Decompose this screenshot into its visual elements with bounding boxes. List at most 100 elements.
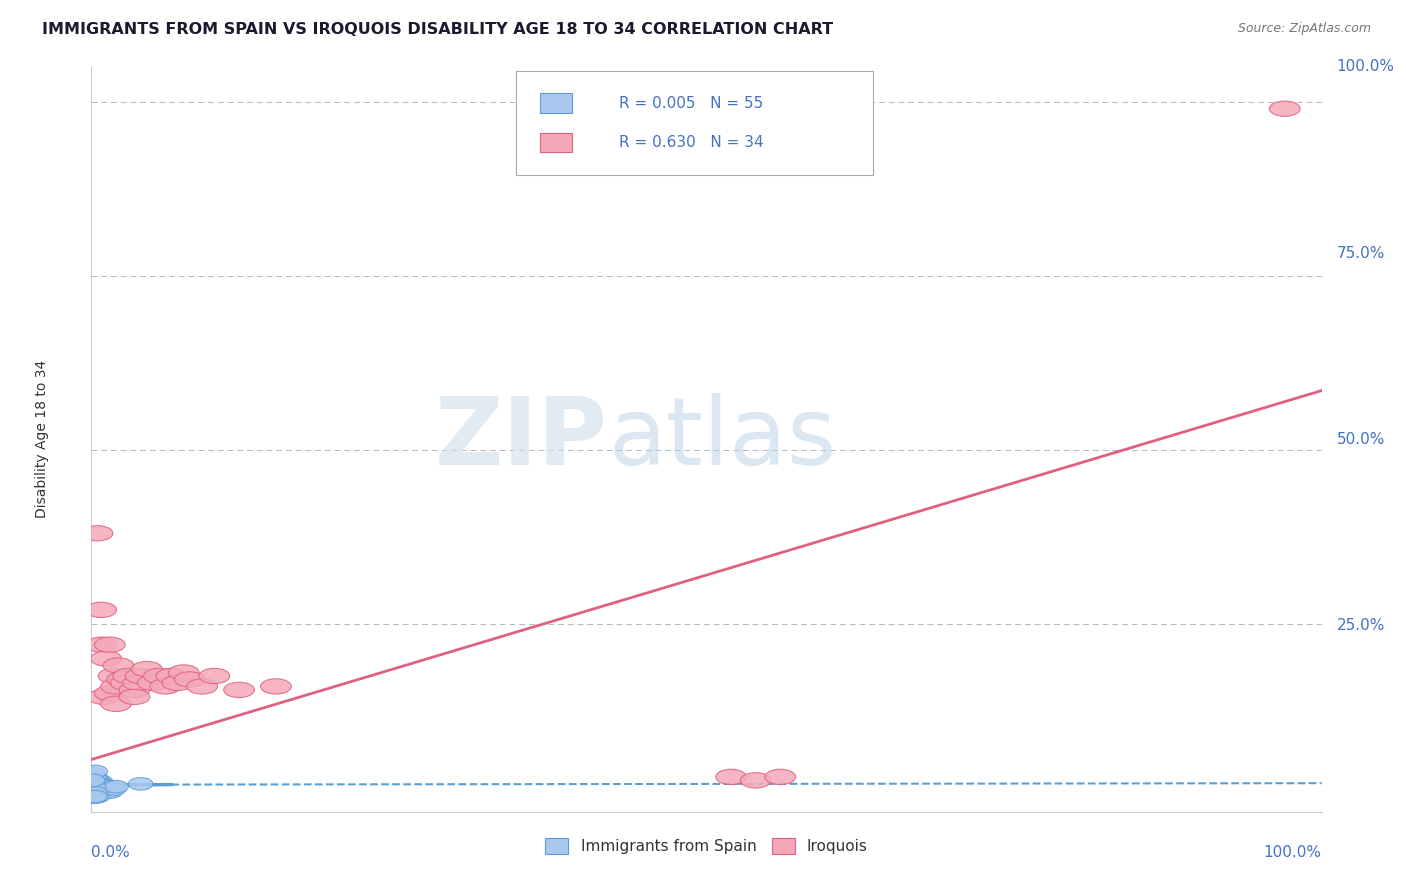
Ellipse shape xyxy=(82,771,107,783)
Ellipse shape xyxy=(104,780,128,793)
Ellipse shape xyxy=(82,772,107,785)
Ellipse shape xyxy=(82,525,112,541)
Text: 100.0%: 100.0% xyxy=(1336,60,1395,74)
Ellipse shape xyxy=(84,789,108,802)
Ellipse shape xyxy=(96,785,121,797)
Ellipse shape xyxy=(89,690,120,705)
Ellipse shape xyxy=(90,785,115,797)
Ellipse shape xyxy=(103,658,134,673)
Ellipse shape xyxy=(80,788,105,801)
Ellipse shape xyxy=(111,675,141,690)
Ellipse shape xyxy=(89,776,114,789)
Ellipse shape xyxy=(80,785,105,797)
Ellipse shape xyxy=(91,779,117,791)
Text: 75.0%: 75.0% xyxy=(1336,245,1385,260)
Ellipse shape xyxy=(741,772,770,788)
Ellipse shape xyxy=(84,775,108,788)
FancyBboxPatch shape xyxy=(540,133,572,153)
Ellipse shape xyxy=(87,778,112,790)
Ellipse shape xyxy=(107,672,138,687)
Ellipse shape xyxy=(83,765,107,778)
Ellipse shape xyxy=(86,781,110,794)
Ellipse shape xyxy=(82,779,107,791)
Ellipse shape xyxy=(174,672,205,687)
FancyBboxPatch shape xyxy=(516,70,873,175)
Ellipse shape xyxy=(91,785,117,797)
Ellipse shape xyxy=(94,637,125,652)
Ellipse shape xyxy=(83,778,107,790)
Text: 50.0%: 50.0% xyxy=(1336,432,1385,447)
Ellipse shape xyxy=(97,786,122,798)
Ellipse shape xyxy=(86,790,110,803)
Text: Source: ZipAtlas.com: Source: ZipAtlas.com xyxy=(1237,22,1371,36)
Text: R = 0.005   N = 55: R = 0.005 N = 55 xyxy=(619,95,763,111)
Ellipse shape xyxy=(86,602,117,617)
Ellipse shape xyxy=(80,774,105,787)
Ellipse shape xyxy=(83,791,107,804)
Text: ZIP: ZIP xyxy=(436,393,607,485)
Ellipse shape xyxy=(716,769,747,785)
Ellipse shape xyxy=(200,668,229,683)
Ellipse shape xyxy=(96,780,120,793)
FancyBboxPatch shape xyxy=(540,94,572,112)
Ellipse shape xyxy=(260,679,291,694)
Ellipse shape xyxy=(82,789,107,802)
Ellipse shape xyxy=(82,786,107,798)
Ellipse shape xyxy=(765,769,796,785)
Ellipse shape xyxy=(83,790,107,803)
Ellipse shape xyxy=(82,789,107,801)
Ellipse shape xyxy=(87,785,111,797)
Ellipse shape xyxy=(1270,101,1301,116)
Ellipse shape xyxy=(82,783,107,796)
Ellipse shape xyxy=(82,791,107,804)
Ellipse shape xyxy=(86,637,117,652)
Ellipse shape xyxy=(83,785,107,797)
Ellipse shape xyxy=(83,771,107,783)
Ellipse shape xyxy=(86,788,110,800)
Ellipse shape xyxy=(187,679,218,694)
Ellipse shape xyxy=(82,776,107,789)
Ellipse shape xyxy=(169,665,200,681)
Text: 0.0%: 0.0% xyxy=(91,846,131,860)
Ellipse shape xyxy=(87,780,111,793)
Text: 100.0%: 100.0% xyxy=(1264,846,1322,860)
Text: IMMIGRANTS FROM SPAIN VS IROQUOIS DISABILITY AGE 18 TO 34 CORRELATION CHART: IMMIGRANTS FROM SPAIN VS IROQUOIS DISABI… xyxy=(42,22,834,37)
Ellipse shape xyxy=(101,679,131,694)
Ellipse shape xyxy=(101,696,131,712)
Ellipse shape xyxy=(82,781,107,794)
Ellipse shape xyxy=(86,777,110,789)
Ellipse shape xyxy=(156,668,187,683)
Ellipse shape xyxy=(87,774,111,787)
Ellipse shape xyxy=(98,781,124,794)
Ellipse shape xyxy=(98,668,129,683)
Ellipse shape xyxy=(83,787,107,799)
Text: Disability Age 18 to 34: Disability Age 18 to 34 xyxy=(35,360,49,518)
Ellipse shape xyxy=(80,791,105,804)
Ellipse shape xyxy=(84,782,108,795)
Text: 25.0%: 25.0% xyxy=(1336,618,1385,633)
Ellipse shape xyxy=(84,779,108,791)
Ellipse shape xyxy=(94,783,118,796)
Ellipse shape xyxy=(80,790,105,803)
Ellipse shape xyxy=(93,781,117,794)
Text: atlas: atlas xyxy=(607,393,837,485)
Ellipse shape xyxy=(138,675,169,690)
Ellipse shape xyxy=(162,675,193,690)
Ellipse shape xyxy=(101,783,127,796)
Ellipse shape xyxy=(150,679,180,694)
Ellipse shape xyxy=(94,686,125,701)
Ellipse shape xyxy=(83,774,107,787)
Ellipse shape xyxy=(91,651,121,666)
Ellipse shape xyxy=(224,682,254,698)
Ellipse shape xyxy=(90,779,115,791)
Legend: Immigrants from Spain, Iroquois: Immigrants from Spain, Iroquois xyxy=(540,831,873,860)
Ellipse shape xyxy=(87,786,112,798)
Ellipse shape xyxy=(83,781,107,794)
Ellipse shape xyxy=(143,668,174,683)
Ellipse shape xyxy=(128,778,153,790)
Ellipse shape xyxy=(83,788,107,801)
Ellipse shape xyxy=(122,675,153,690)
Ellipse shape xyxy=(112,668,143,683)
Text: R = 0.630   N = 34: R = 0.630 N = 34 xyxy=(619,135,763,150)
Ellipse shape xyxy=(131,661,162,677)
